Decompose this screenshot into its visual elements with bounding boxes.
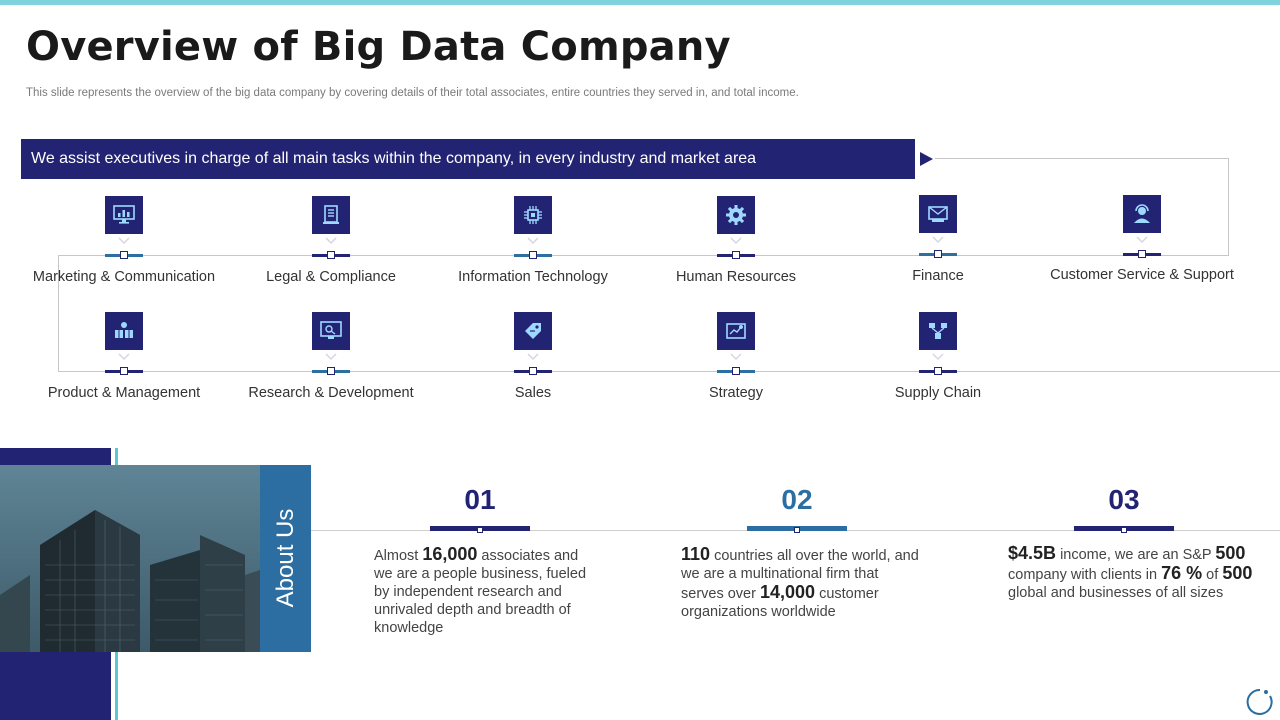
chevron-down-icon (932, 353, 944, 361)
chevron-down-icon (527, 353, 539, 361)
boxes-gear-icon (105, 312, 143, 350)
stat-dot (477, 527, 483, 533)
function-label: Product & Management (47, 385, 201, 401)
node-dot (529, 251, 537, 259)
node-dot (120, 367, 128, 375)
node-dot (327, 367, 335, 375)
money-icon (919, 195, 957, 233)
stat-text-segment: countries all over the world, and we are… (681, 548, 919, 602)
about-us-panel (260, 465, 311, 652)
node-dot (934, 250, 942, 258)
stat-highlight-value: 16,000 (422, 544, 478, 564)
stat-dot (794, 527, 800, 533)
node-dot (1138, 250, 1146, 258)
stat-text-segment: company with clients in (1008, 567, 1162, 583)
page-title: Overview of Big Data Company (26, 24, 731, 70)
price-tag-icon (514, 312, 552, 350)
node-dot (732, 251, 740, 259)
stat-text-segment: of (1202, 567, 1223, 583)
stat-text-segment: associates and we are a people business,… (374, 548, 587, 636)
connector-line (58, 255, 59, 371)
summary-banner: We assist executives in charge of all ma… (21, 139, 915, 179)
stat-number: 03 (1108, 484, 1140, 515)
chevron-down-icon (325, 237, 337, 245)
top-accent-bar (0, 0, 1280, 5)
function-label: Sales (514, 385, 552, 401)
chevron-down-icon (325, 353, 337, 361)
stat-highlight-value: $4.5B (1008, 543, 1057, 563)
node-dot (529, 367, 537, 375)
gear-icon (717, 196, 755, 234)
chip-icon (514, 196, 552, 234)
connector-line (935, 158, 1228, 159)
skyscraper-photo (0, 465, 260, 652)
chevron-down-icon (118, 353, 130, 361)
node-dot (732, 367, 740, 375)
stat-highlight-value: 500 (1215, 543, 1246, 563)
monitor-chart-icon (105, 196, 143, 234)
stat-text-segment: Almost (374, 548, 423, 564)
stat-text-segment: global and businesses of all sizes (1008, 585, 1224, 601)
stat-highlight-value: 110 (681, 544, 711, 564)
chevron-down-icon (730, 237, 742, 245)
stat-highlight-value: 14,000 (759, 582, 816, 602)
page-subtitle: This slide represents the overview of th… (26, 87, 799, 99)
function-label: Finance (912, 268, 964, 284)
stat-highlight-value: 76 % (1161, 563, 1203, 583)
connector-line (1228, 158, 1229, 255)
about-us-label: About Us (272, 508, 299, 608)
chevron-down-icon (1136, 236, 1148, 244)
function-label: Customer Service & Support (1050, 267, 1234, 283)
stat-number: 02 (781, 484, 813, 515)
node-dot (120, 251, 128, 259)
research-monitor-icon (312, 312, 350, 350)
stat-description: Almost 16,000 associates and we are a pe… (374, 545, 599, 637)
stat-highlight-value: 500 (1222, 563, 1253, 583)
function-label: Human Resources (675, 269, 797, 285)
stat-text-segment: customer organizations worldwide (681, 586, 879, 620)
function-label: Information Technology (458, 269, 608, 285)
chevron-down-icon (932, 236, 944, 244)
stat-description: $4.5B income, we are an S&P 500 company … (1008, 544, 1253, 602)
node-dot (327, 251, 335, 259)
function-label: Research & Development (248, 385, 414, 401)
support-agent-icon (1123, 195, 1161, 233)
function-label: Marketing & Communication (32, 269, 216, 285)
chevron-down-icon (730, 353, 742, 361)
stat-text-segment: income, we are an S&P (1056, 547, 1216, 563)
banner-arrow-icon (920, 152, 933, 166)
connector-line (58, 255, 1229, 256)
chevron-down-icon (527, 237, 539, 245)
stat-dot (1121, 527, 1127, 533)
refresh-icon[interactable] (1244, 686, 1276, 718)
connector-line (58, 371, 1280, 372)
chevron-down-icon (118, 237, 130, 245)
stat-description: 110 countries all over the world, and we… (681, 545, 921, 621)
function-label: Strategy (709, 385, 763, 401)
stat-number: 01 (464, 484, 496, 515)
node-dot (934, 367, 942, 375)
supply-chain-icon (919, 312, 957, 350)
function-label: Legal & Compliance (266, 269, 396, 285)
function-label: Supply Chain (894, 385, 982, 401)
strategy-board-icon (717, 312, 755, 350)
document-icon (312, 196, 350, 234)
